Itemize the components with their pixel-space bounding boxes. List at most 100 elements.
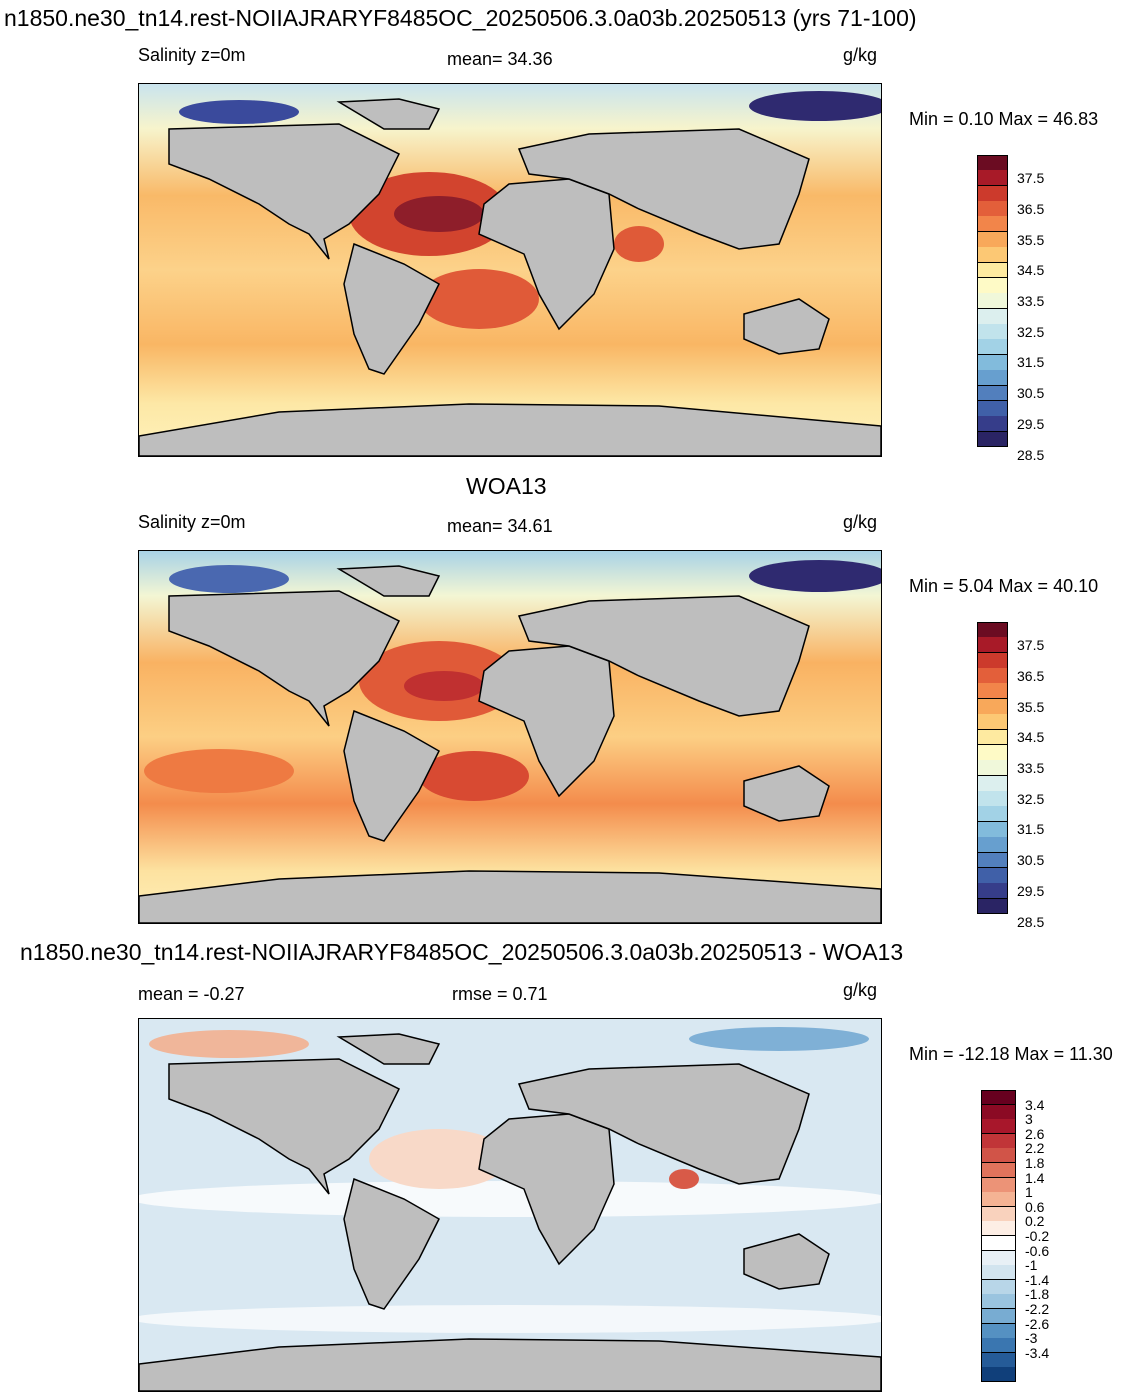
colorbar-tick-label: 1 <box>1025 1184 1033 1201</box>
colorbar-segment <box>977 652 1008 669</box>
colorbar-segment <box>981 1104 1016 1120</box>
colorbar-segment <box>977 668 1008 684</box>
chart-1-subtitle: Salinity z=0m <box>138 45 246 65</box>
arctic-neg <box>689 1027 869 1051</box>
chart-3-mean: mean = -0.27 <box>138 984 245 1004</box>
colorbar-segment <box>981 1163 1016 1179</box>
colorbar-segment <box>981 1265 1016 1281</box>
colorbar-segment <box>977 431 1008 448</box>
north-atlantic-core <box>394 196 484 232</box>
colorbar-segment <box>977 806 1008 823</box>
bay-of-bengal-pos <box>669 1169 699 1189</box>
colorbar-tick-label: 31.5 <box>1017 354 1045 371</box>
colorbar-segment <box>977 416 1008 433</box>
colorbar-tick-label: -3.4 <box>1025 1344 1050 1361</box>
colorbar-segment <box>977 867 1008 884</box>
chart-2-title: WOA13 <box>466 473 547 499</box>
arctic-fresh-right <box>749 560 881 592</box>
colorbar-tick-label: 33.5 <box>1017 293 1045 309</box>
colorbar-segment <box>981 1279 1016 1295</box>
colorbar-segment <box>981 1367 1016 1383</box>
chart-3-title: n1850.ne30_tn14.rest-NOIIAJRARYF8485OC_2… <box>20 939 904 965</box>
arctic-pos <box>149 1030 309 1058</box>
colorbar-tick-label: 31.5 <box>1017 821 1045 838</box>
colorbar-segment <box>977 216 1008 233</box>
colorbar-segment <box>977 821 1008 838</box>
colorbar-segment <box>977 385 1008 402</box>
colorbar-segment <box>977 400 1008 417</box>
colorbar-segment <box>977 185 1008 202</box>
arctic-fresh-right <box>749 91 881 121</box>
colorbar-segment <box>977 354 1008 371</box>
colorbar-tick-label: 34.5 <box>1017 262 1045 279</box>
chart-3-rmse: rmse = 0.71 <box>452 984 548 1004</box>
arctic-fresh-left <box>179 100 299 124</box>
colorbar-tick-label: 0.2 <box>1025 1213 1045 1230</box>
colorbar-segment <box>981 1206 1016 1222</box>
chart-1-map <box>138 83 882 457</box>
colorbar-segment <box>981 1338 1016 1354</box>
arctic-fresh-left <box>169 565 289 593</box>
colorbar-segment <box>977 622 1008 638</box>
colorbar-tick-label: 1.8 <box>1025 1155 1045 1171</box>
colorbar-tick-label: 33.5 <box>1017 760 1045 776</box>
land <box>139 565 881 923</box>
colorbar-segment <box>977 698 1008 715</box>
colorbar-tick-label: 35.5 <box>1017 231 1045 248</box>
chart-3-map-svg <box>139 1019 881 1391</box>
colorbar-segment <box>981 1090 1016 1106</box>
colorbar-segment <box>981 1323 1016 1339</box>
colorbar-tick-label: -2.2 <box>1025 1301 1050 1317</box>
colorbar-segment <box>981 1294 1016 1310</box>
colorbar-segment <box>977 170 1008 187</box>
colorbar-segment <box>981 1309 1016 1325</box>
chart-1-map-svg <box>139 84 881 456</box>
chart-1-minmax: Min = 0.10 Max = 46.83 <box>909 109 1099 129</box>
colorbar-segment <box>977 837 1008 854</box>
colorbar-tick-label: -1.4 <box>1025 1271 1050 1288</box>
colorbar-segment <box>977 791 1008 807</box>
colorbar-segment <box>981 1236 1016 1252</box>
colorbar-tick-label: 36.5 <box>1017 667 1045 684</box>
north-atlantic-core <box>404 671 484 701</box>
colorbar-segment <box>977 324 1008 340</box>
colorbar-segment <box>977 683 1008 700</box>
colorbar-tick-label: 1.4 <box>1025 1169 1045 1186</box>
chart-2-map-svg <box>139 551 881 923</box>
colorbar-tick-label: 35.5 <box>1017 698 1045 715</box>
colorbar-tick-label: 29.5 <box>1017 415 1045 432</box>
chart-2-map <box>138 550 882 924</box>
atlantic-pos <box>369 1129 509 1189</box>
zonal-band-white-2 <box>139 1305 881 1333</box>
colorbar-tick-label: -0.6 <box>1025 1242 1050 1259</box>
colorbar-segment <box>977 898 1008 915</box>
chart-1-colorbar: 37.5 36.5 35.5 34.5 33.5 32.5 31.5 30.5 29.5 28.5 <box>977 155 1044 462</box>
colorbar-segment <box>977 247 1008 264</box>
colorbar-segment <box>977 744 1008 761</box>
colorbar-segment <box>977 714 1008 731</box>
colorbar-tick-label: -1 <box>1025 1257 1038 1274</box>
colorbar-tick-label: 2.2 <box>1025 1140 1045 1157</box>
south-pacific-salty <box>144 749 294 793</box>
colorbar-segment <box>977 852 1008 869</box>
colorbar-tick-label: 36.5 <box>1017 200 1045 217</box>
colorbar-segment <box>981 1177 1016 1193</box>
colorbar-tick-label: 32.5 <box>1017 323 1045 340</box>
chart-2-subtitle: Salinity z=0m <box>138 512 246 532</box>
colorbar-segment <box>977 775 1008 792</box>
chart-3-colorbar: 3.4 3 2.6 2.2 1.8 1.4 1 0.6 0.2 -0.2 -0.6 -1 -1.4 -1.… <box>981 1090 1049 1383</box>
colorbar-tick-label: 28.5 <box>1017 913 1045 930</box>
chart-1-units: g/kg <box>843 45 878 65</box>
colorbar-segment <box>977 339 1008 356</box>
south-atlantic-salty <box>419 269 539 329</box>
colorbar-segment <box>977 201 1008 217</box>
colorbar-segment <box>981 1133 1016 1149</box>
colorbar-segment <box>981 1148 1016 1164</box>
colorbar-tick-label: 28.5 <box>1017 446 1045 463</box>
chart-1-mean: mean= 34.36 <box>447 49 553 69</box>
colorbar-tick-label: 32.5 <box>1017 790 1045 807</box>
colorbar-segment <box>977 155 1008 171</box>
colorbar-tick-label: -2.6 <box>1025 1315 1050 1332</box>
colorbar-segment <box>981 1352 1016 1368</box>
chart-2-colorbar: 37.5 36.5 35.5 34.5 33.5 32.5 31.5 30.5 29.5 28.5 <box>977 622 1044 929</box>
